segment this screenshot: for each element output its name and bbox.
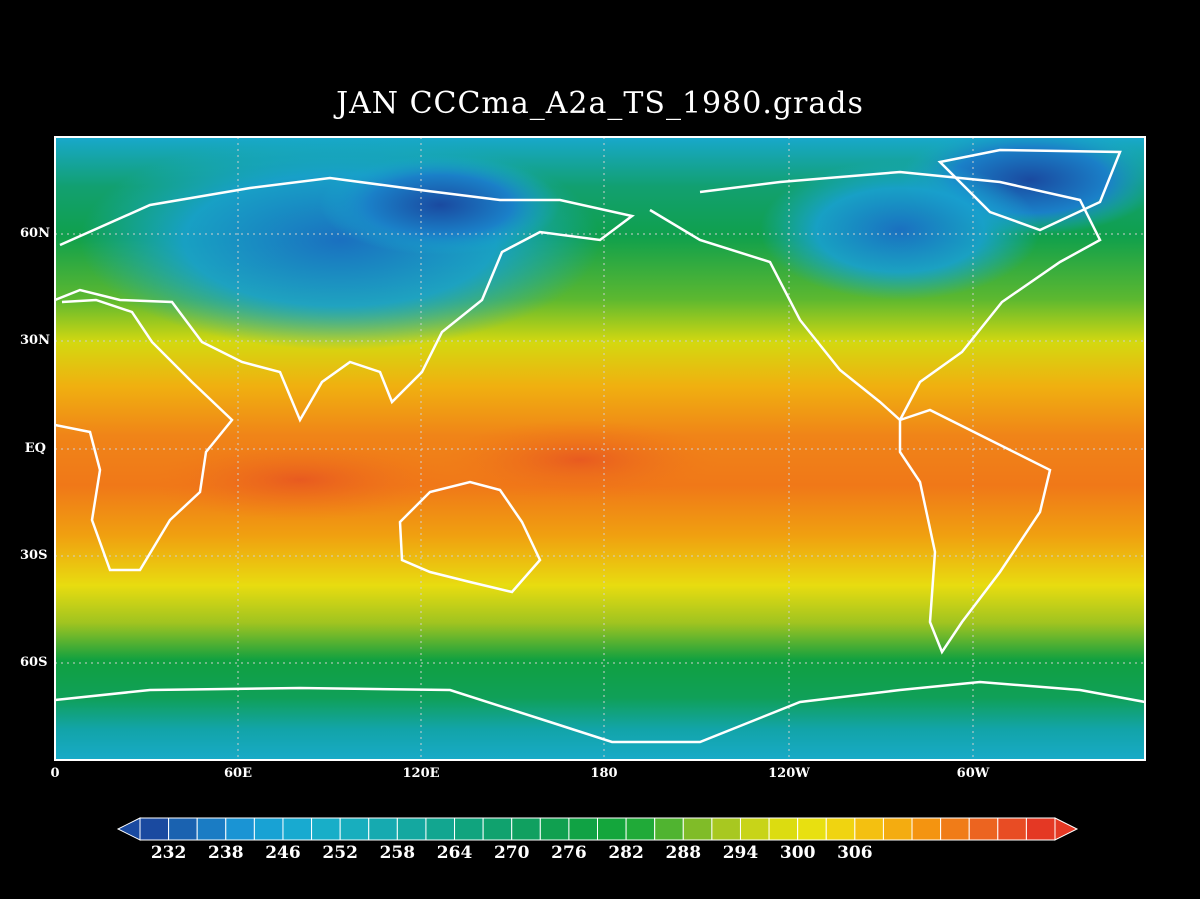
colorbar-swatch [911,817,942,841]
colorbar-low-arrow [116,817,141,841]
colorbar-swatch [997,817,1027,841]
colorbar-swatch [396,817,427,841]
colorbar-label: 238 [208,843,244,863]
colorbar-swatch [1025,817,1056,841]
lat-label-60n: 60N [20,226,50,241]
colorbar-swatch [825,817,856,841]
colorbar-label: 282 [608,843,644,863]
colorbar-label: 252 [322,843,358,863]
colorbar-swatch [711,817,741,841]
colorbar-swatch [511,817,541,841]
colorbar-swatch [625,817,656,841]
colorbar-swatch [311,817,341,841]
colorbar-swatch [168,817,198,841]
north-america-coast [649,170,1102,423]
colorbar-label: 232 [150,843,187,863]
colorbar-swatch [682,817,713,841]
colorbar-swatch [225,817,255,841]
colorbar-label: 306 [837,843,873,863]
colorbar-swatch [482,817,513,841]
lat-label-60s: 60S [20,655,48,670]
lon-label-60e: 60E [224,766,252,781]
colorbar-label: 246 [265,843,301,863]
colorbar-swatch [739,817,770,841]
colorbar-swatch [339,817,370,841]
colorbar-swatch [597,817,627,841]
antarctica-coast [55,680,1145,744]
lat-label-eq: EQ [24,441,46,456]
colorbar-label: 288 [665,843,702,863]
colorbar-label: 276 [551,843,587,863]
greenland-coast [937,148,1122,232]
colorbar-swatch [854,817,884,841]
lat-label-30n: 30N [20,333,50,348]
colorbar [116,817,1079,841]
colorbar-swatch [568,817,598,841]
colorbar-label: 294 [722,843,759,863]
colorbar-label: 264 [436,843,473,863]
colorbar-swatch [368,817,398,841]
map-title: JAN CCCma_A2a_TS_1980.grads [336,86,864,121]
colorbar-label: 258 [379,843,416,863]
lon-label-0: 0 [50,766,60,781]
colorbar-swatch [253,817,284,841]
colorbar-swatch [539,817,570,841]
africa-coast [55,298,234,572]
colorbar-swatch [797,817,827,841]
colorbar-swatch [282,817,313,841]
colorbar-label: 270 [493,843,530,863]
map-frame [54,136,1146,761]
colorbar-swatch [768,817,799,841]
colorbar-swatch [968,817,999,841]
lon-label-60w: 60W [956,766,990,781]
colorbar-swatch [139,817,170,841]
colorbar-swatch [196,817,227,841]
lon-label-120w: 120W [768,766,810,781]
colorbar-swatch [654,817,684,841]
lon-label-180: 180 [590,766,618,781]
lon-label-120e: 120E [402,766,440,781]
colorbar-high-arrow [1054,817,1079,841]
south-america-coast [898,408,1052,655]
coastlines [55,148,1145,744]
colorbar-swatch [454,817,484,841]
eurasia-coast [55,176,635,423]
colorbar-swatch [882,817,913,841]
colorbar-swatch [940,817,970,841]
australia-coast [398,480,542,594]
colorbar-label: 300 [779,843,816,863]
colorbar-swatch [425,817,456,841]
grid-lines [55,137,1145,760]
lat-label-30s: 30S [20,548,48,563]
